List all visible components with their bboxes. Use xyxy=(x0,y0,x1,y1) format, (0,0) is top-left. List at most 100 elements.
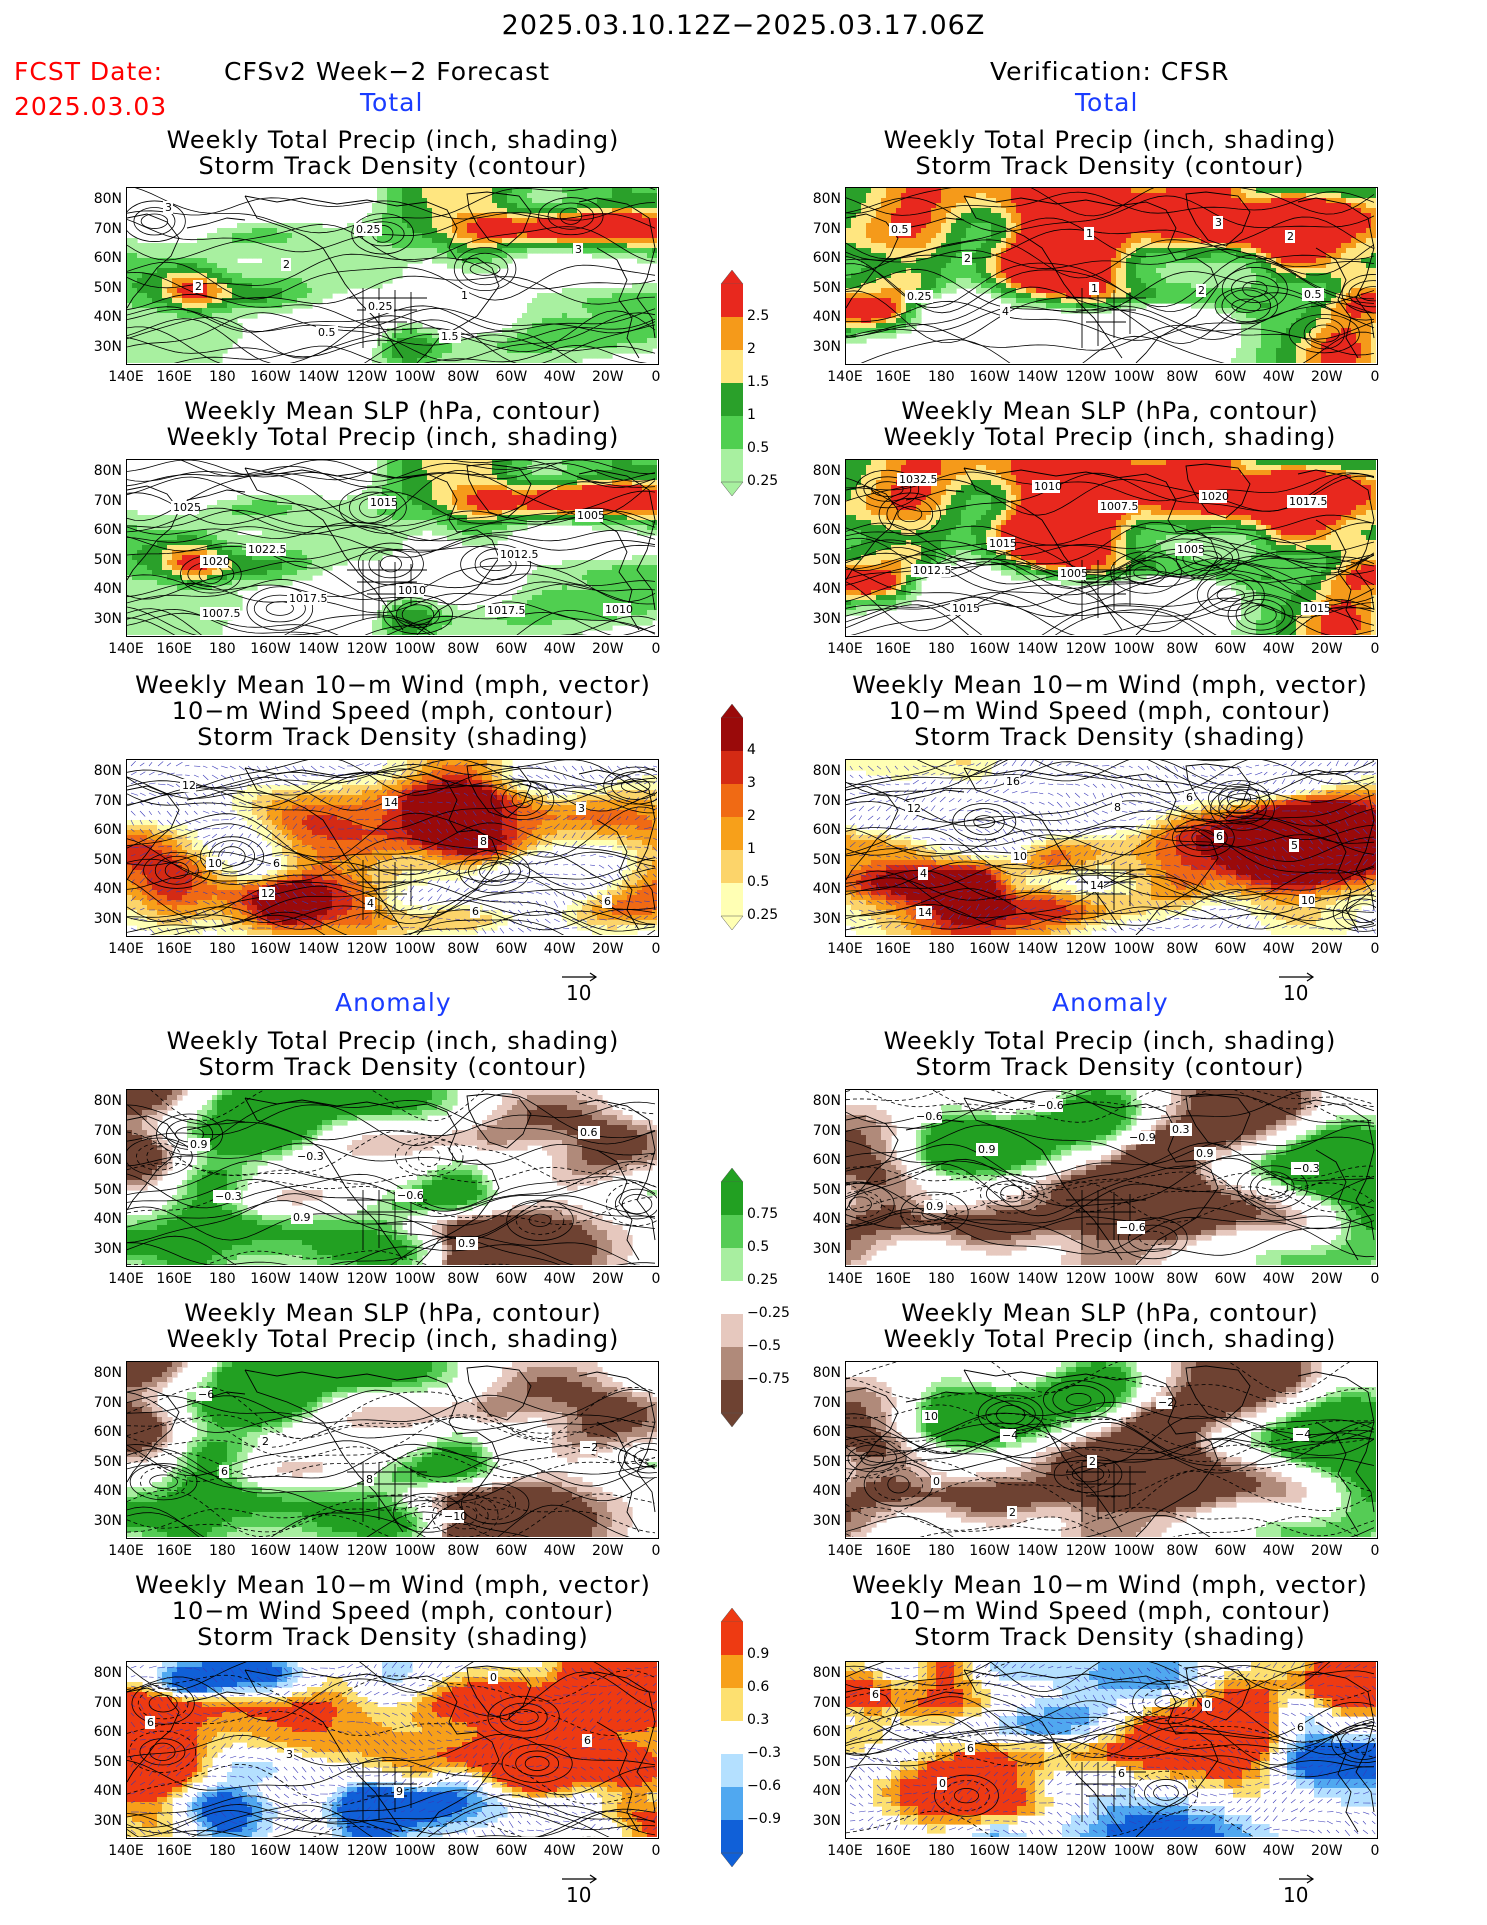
latitude-label: 80N xyxy=(801,191,841,207)
contour-label: 0.9 xyxy=(456,1237,478,1250)
latitude-label: 70N xyxy=(801,1695,841,1711)
longitude-label: 180 xyxy=(919,941,963,957)
contour-label: 0 xyxy=(931,1475,941,1488)
longitude-label: 160W xyxy=(249,1843,293,1859)
longitude-label: 80W xyxy=(1160,1543,1204,1559)
latitude-label: 60N xyxy=(82,822,122,838)
map-canvas: 1025 1022.5 1010 1017.5 1005 1020 1017.5 1015 10… xyxy=(127,460,657,635)
contour-label: 5 xyxy=(1289,839,1299,852)
longitude-label: 0 xyxy=(1353,1843,1397,1859)
latitude-label: 60N xyxy=(82,1424,122,1440)
longitude-label: 160W xyxy=(249,941,293,957)
contour-label: 6 xyxy=(965,1742,975,1755)
longitude-label: 100W xyxy=(1112,641,1156,657)
contour-label: −0.6 xyxy=(914,1110,943,1123)
contour-label: 1017.5 xyxy=(287,592,328,605)
contour-label: 0 xyxy=(488,1671,498,1684)
longitude-label: 160W xyxy=(249,641,293,657)
right-total-label: Total xyxy=(1075,88,1138,117)
longitude-label: 120W xyxy=(1064,941,1108,957)
latitude-label: 70N xyxy=(801,1395,841,1411)
latitude-label: 30N xyxy=(801,1513,841,1529)
map-canvas: 10 −4 2 −2 −4 0 2 xyxy=(846,1362,1376,1537)
contour-label: 9 xyxy=(394,1785,404,1798)
contour-label: 0.25 xyxy=(366,300,394,313)
map-canvas: −0.6 0.9 −0.6 0.3 −0.3 0.9 −0.6 −0.9 0.9 xyxy=(846,1090,1376,1265)
longitude-label: 140W xyxy=(297,1843,341,1859)
longitude-label: 140E xyxy=(823,941,867,957)
longitude-label: 140W xyxy=(1016,1543,1060,1559)
contour-label: 6 xyxy=(1184,791,1194,804)
longitude-label: 180 xyxy=(919,641,963,657)
contour-label: 1017.5 xyxy=(485,604,526,617)
longitude-label: 0 xyxy=(634,1843,678,1859)
map-verification-total-precip: 0.5 2 1 3 2 0.25 4 1 2 0.5 xyxy=(845,187,1378,365)
title-line: 10−m Wind Speed (mph, contour) xyxy=(123,698,663,724)
map-verification-anomaly-wind: 6 6 6 0 6 0 xyxy=(845,1661,1378,1839)
longitude-label: 100W xyxy=(393,1843,437,1859)
map-canvas: 12 6 4 6 3 10 12 14 8 6 xyxy=(127,760,657,935)
longitude-label: 160W xyxy=(968,1543,1012,1559)
contour-label: 16 xyxy=(1004,775,1020,788)
contour-label: 1005 xyxy=(1058,567,1088,580)
longitude-label: 160W xyxy=(968,941,1012,957)
longitude-label: 100W xyxy=(393,1271,437,1287)
contour-label: 1010 xyxy=(603,603,633,616)
longitude-label: 180 xyxy=(200,1271,244,1287)
longitude-label: 120W xyxy=(345,641,389,657)
colorbar-tick-label: 0.3 xyxy=(747,1712,769,1728)
contour-label: 14 xyxy=(1088,879,1104,892)
longitude-label: 160E xyxy=(871,941,915,957)
longitude-label: 20W xyxy=(586,369,630,385)
latitude-label: 60N xyxy=(801,1724,841,1740)
latitude-label: 70N xyxy=(801,1123,841,1139)
colorbar-tick-label: 0.25 xyxy=(747,1272,778,1288)
contour-label: 1007.5 xyxy=(1098,500,1139,513)
title-line: Storm Track Density (contour) xyxy=(840,1054,1380,1080)
latitude-label: 80N xyxy=(82,763,122,779)
longitude-label: 0 xyxy=(1353,369,1397,385)
contour-label: 0.9 xyxy=(924,1200,946,1213)
longitude-label: 60W xyxy=(489,1271,533,1287)
map-verification-total-slp: 1032.5 1015 1005 1020 1017.5 1012.5 1010 1007.5… xyxy=(845,459,1378,637)
colorbar-precip-anomaly xyxy=(720,1167,744,1431)
longitude-label: 120W xyxy=(1064,641,1108,657)
title-line: Weekly Mean SLP (hPa, contour) xyxy=(123,1300,663,1326)
longitude-label: 40W xyxy=(538,941,582,957)
longitude-label: 120W xyxy=(345,1543,389,1559)
longitude-label: 80W xyxy=(1160,641,1204,657)
longitude-label: 140E xyxy=(823,641,867,657)
left-column-title: CFSv2 Week−2 Forecast xyxy=(224,57,550,86)
contour-label: 3 xyxy=(284,1748,294,1761)
svg-text:0.25: 0.25 xyxy=(368,300,393,313)
latitude-label: 70N xyxy=(801,221,841,237)
colorbar-tick-label: −0.3 xyxy=(747,1745,781,1761)
longitude-label: 160E xyxy=(152,1843,196,1859)
latitude-label: 40N xyxy=(82,1211,122,1227)
longitude-label: 0 xyxy=(634,641,678,657)
longitude-label: 160E xyxy=(871,369,915,385)
longitude-label: 140E xyxy=(823,1543,867,1559)
title-line: Storm Track Density (shading) xyxy=(123,1624,663,1650)
contour-label: 0.6 xyxy=(578,1126,600,1139)
left-anomaly-label: Anomaly xyxy=(335,988,452,1017)
latitude-label: 30N xyxy=(82,1813,122,1829)
map-canvas: 0.9 −0.3 −0.6 0.9 0.6 −0.3 0.9 xyxy=(127,1090,657,1265)
contour-label: −6 xyxy=(196,1388,214,1401)
longitude-label: 100W xyxy=(393,369,437,385)
longitude-label: 160E xyxy=(152,1271,196,1287)
map-canvas: 3 2 0.25 1.5 3 2 0.5 0.25 1 xyxy=(127,188,657,363)
title-fc-anm-slp: Weekly Mean SLP (hPa, contour) Weekly To… xyxy=(123,1300,663,1352)
map-forecast-total-wind: 12 6 4 6 3 10 12 14 8 6 xyxy=(126,759,659,937)
contour-label: 1010 xyxy=(1032,480,1062,493)
map-forecast-total-precip: 3 2 0.25 1.5 3 2 0.5 0.25 1 xyxy=(126,187,659,365)
contour-label: 1007.5 xyxy=(200,607,241,620)
contour-label: 1.5 xyxy=(439,330,461,343)
longitude-label: 0 xyxy=(1353,1271,1397,1287)
longitude-label: 40W xyxy=(1257,1543,1301,1559)
contour-label: 1032.5 xyxy=(897,473,938,486)
title-line: Weekly Mean 10−m Wind (mph, vector) xyxy=(123,672,663,698)
contour-label: 12 xyxy=(180,779,196,792)
latitude-label: 50N xyxy=(801,552,841,568)
map-forecast-total-slp: 1025 1022.5 1010 1017.5 1005 1020 1017.5 1015 10… xyxy=(126,459,659,637)
